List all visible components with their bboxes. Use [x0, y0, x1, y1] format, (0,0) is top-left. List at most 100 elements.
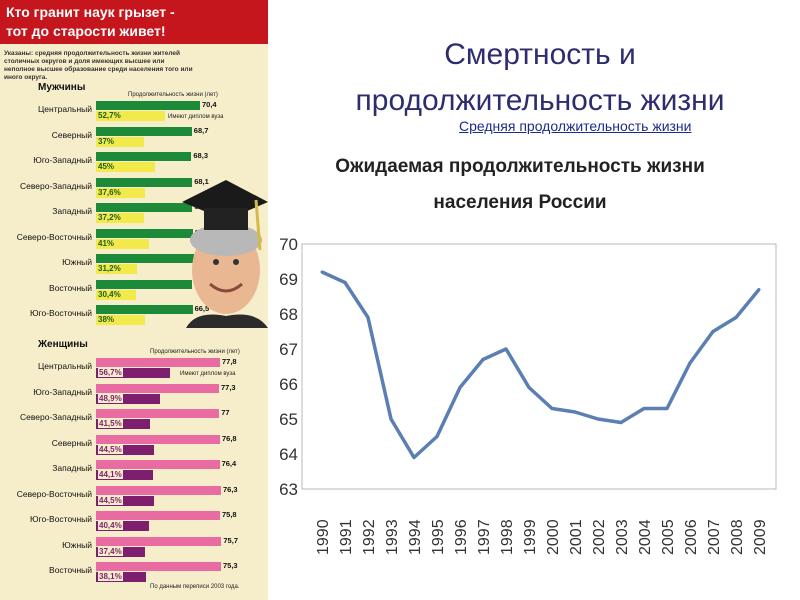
men-edu-bar: 41% [96, 238, 150, 249]
y-tick-label: 67 [279, 340, 298, 359]
women-life-bar [96, 511, 220, 520]
y-tick-label: 66 [279, 375, 298, 394]
men-life-value: 68,7 [193, 125, 209, 135]
men-row-label: Восточный [49, 282, 92, 293]
men-life-bar [96, 254, 194, 263]
x-tick-label: 2001 [568, 519, 585, 555]
chart-title-line1: Ожидаемая продолжительность жизни [335, 156, 705, 177]
men-edu-bar: 38% [96, 315, 146, 325]
data-point [435, 435, 439, 438]
men-life-value: 68,3 [193, 151, 208, 160]
men-edu-value: 31,2% [98, 264, 121, 273]
x-tick-label: 1993 [384, 519, 401, 555]
men-row: Юго-Западный 68,3 45% [0, 151, 268, 177]
women-life-bar [96, 358, 220, 367]
data-point [412, 456, 416, 459]
women-row: Южный 75,7 37,4% [0, 536, 268, 562]
women-row-label: Западный [52, 463, 92, 473]
life-expectancy-link[interactable]: Средняя продолжительность жизни [459, 118, 692, 134]
women-edu-bar: 38,1% [96, 572, 146, 582]
y-tick-label: 65 [279, 410, 298, 429]
women-life-bar [96, 460, 220, 469]
series-line [321, 270, 761, 460]
data-point [711, 330, 715, 333]
x-tick-label: 1991 [338, 519, 355, 555]
men-row-label: Центральный [38, 104, 92, 114]
men-row-label: Северо-Восточный [16, 231, 92, 242]
data-point [366, 316, 370, 319]
women-edu-bar: 44,5% [96, 444, 154, 455]
women-edu-value: 37,4% [98, 546, 123, 556]
x-tick-label: 1999 [522, 519, 539, 555]
data-point [665, 407, 669, 410]
women-row-label: Северный [51, 437, 92, 448]
women-life-value: 76,4 [221, 459, 237, 468]
women-edu-value: 44,5% [98, 444, 123, 454]
x-tick-label: 2008 [729, 519, 746, 555]
women-row-label: Северо-Западный [19, 412, 92, 422]
men-edu-value: 45% [98, 162, 115, 171]
men-life-bar [96, 177, 193, 187]
data-point [320, 270, 324, 274]
women-row: Юго-Восточный 75,8 40,4% [0, 510, 268, 536]
data-point [596, 417, 600, 421]
men-edu-value: 41% [98, 238, 115, 248]
infographic-title: Кто гранит наук грызет - тот до старости… [0, 0, 268, 44]
men-row: Северо-Западный 68,1 37,6% [0, 177, 268, 203]
men-life-value: 68,1 [194, 176, 209, 186]
women-row-label: Юго-Западный [33, 386, 92, 397]
women-life-value: 75,7 [223, 535, 238, 545]
women-row: Центральный 77,8 56,7% [0, 357, 268, 383]
data-point [573, 410, 577, 414]
women-edu-bar: 41,5% [96, 419, 150, 429]
plot-frame [301, 243, 777, 490]
men-row-label: Юго-Западный [33, 155, 92, 165]
data-point [343, 281, 347, 284]
women-edu-bar: 44,1% [96, 470, 154, 480]
women-edu-value: 44,5% [98, 495, 123, 505]
women-row: Северо-Западный 77 41,5% [0, 408, 268, 434]
data-point [642, 407, 646, 410]
men-edu-value: 38% [98, 315, 115, 324]
men-row-label: Северный [51, 129, 92, 140]
men-edu-bar: 52,7% [96, 111, 165, 121]
data-point [389, 417, 393, 421]
data-point [619, 421, 623, 424]
men-legend-edu: Имеют диплом вуза [168, 114, 224, 120]
x-tick-label: 1992 [361, 519, 378, 555]
men-edu-value: 37% [98, 136, 115, 146]
x-tick-label: 2003 [614, 519, 631, 555]
y-tick-label: 68 [279, 305, 298, 324]
graduate-photo [182, 180, 268, 328]
men-edu-bar: 37% [96, 136, 145, 147]
data-point [527, 386, 531, 389]
data-point [734, 316, 738, 319]
men-edu-bar: 31,2% [96, 264, 137, 274]
x-tick-label: 1996 [453, 519, 470, 555]
men-edu-bar: 37,2% [96, 213, 145, 223]
women-life-value: 77 [221, 408, 230, 417]
women-row-label: Восточный [49, 565, 92, 575]
women-life-value: 75,3 [223, 561, 238, 570]
women-row-label: Центральный [38, 361, 92, 371]
x-tick-label: 2000 [545, 519, 562, 555]
women-row: Юго-Западный 77,3 48,9% [0, 383, 268, 409]
infographic-panel: Кто гранит наук грызет - тот до старости… [0, 0, 268, 600]
men-edu-value: 30,4% [98, 289, 121, 299]
women-edu-bar: 37,4% [96, 546, 145, 557]
women-life-value: 76,8 [222, 433, 237, 443]
women-life-bar [96, 409, 220, 418]
men-edu-value: 37,6% [98, 187, 121, 197]
women-legend-edu: Имеют диплом вуза [180, 371, 236, 377]
men-row-label: Южный [62, 257, 92, 267]
data-point [550, 407, 554, 410]
men-life-bar [96, 203, 193, 212]
women-life-bar [96, 434, 220, 444]
data-point [504, 347, 508, 351]
women-edu-value: 44,1% [98, 470, 123, 479]
women-row-label: Юго-Восточный [29, 514, 92, 524]
x-tick-label: 2007 [706, 519, 723, 555]
women-section-title: Женщины [38, 339, 88, 350]
women-row: Западный 76,4 44,1% [0, 459, 268, 485]
men-life-value: 66,5 [194, 304, 210, 313]
